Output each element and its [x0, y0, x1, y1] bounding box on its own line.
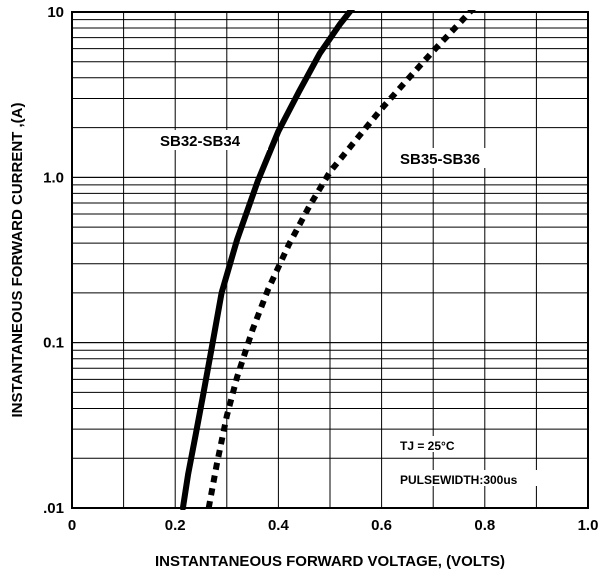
grid — [71, 11, 589, 509]
series-line-sb35-sb36 — [205, 10, 476, 509]
y-tick-label: 0.1 — [43, 335, 64, 352]
series-label-sb32-sb34: SB32-SB34 — [160, 133, 241, 150]
tick-labels: 0 0.2 0.4 0.6 0.8 1.0 .01 0.1 1.0 10 — [43, 4, 598, 534]
series-layer — [179, 10, 476, 510]
note-bg — [398, 470, 558, 486]
plot-frame — [71, 11, 589, 509]
x-tick-label: 0.4 — [268, 517, 290, 534]
series-label-bg — [158, 130, 268, 150]
x-tick-label: 0.8 — [474, 517, 495, 534]
series-label-bg — [398, 148, 506, 168]
temperature-note: TJ = 25°C — [400, 439, 455, 453]
x-tick-label: 0 — [68, 517, 76, 534]
x-axis-title: INSTANTANEOUS FORWARD VOLTAGE, (VOLTS) — [155, 553, 505, 570]
x-tick-label: 0.2 — [165, 517, 186, 534]
series-label-sb35-sb36: SB35-SB36 — [400, 151, 480, 168]
note-bg — [398, 436, 474, 452]
y-tick-label: 1.0 — [43, 169, 64, 186]
y-tick-label: 10 — [47, 4, 64, 21]
series-line-sb32-sb34 — [179, 10, 356, 510]
pulsewidth-note: PULSEWIDTH:300us — [400, 473, 518, 487]
x-tick-label: 1.0 — [578, 517, 599, 534]
x-tick-label: 0.6 — [371, 517, 392, 534]
y-axis-title: INSTANTANEOUS FORWARD CURRENT ,(A) — [9, 103, 26, 418]
y-tick-label: .01 — [43, 500, 64, 517]
